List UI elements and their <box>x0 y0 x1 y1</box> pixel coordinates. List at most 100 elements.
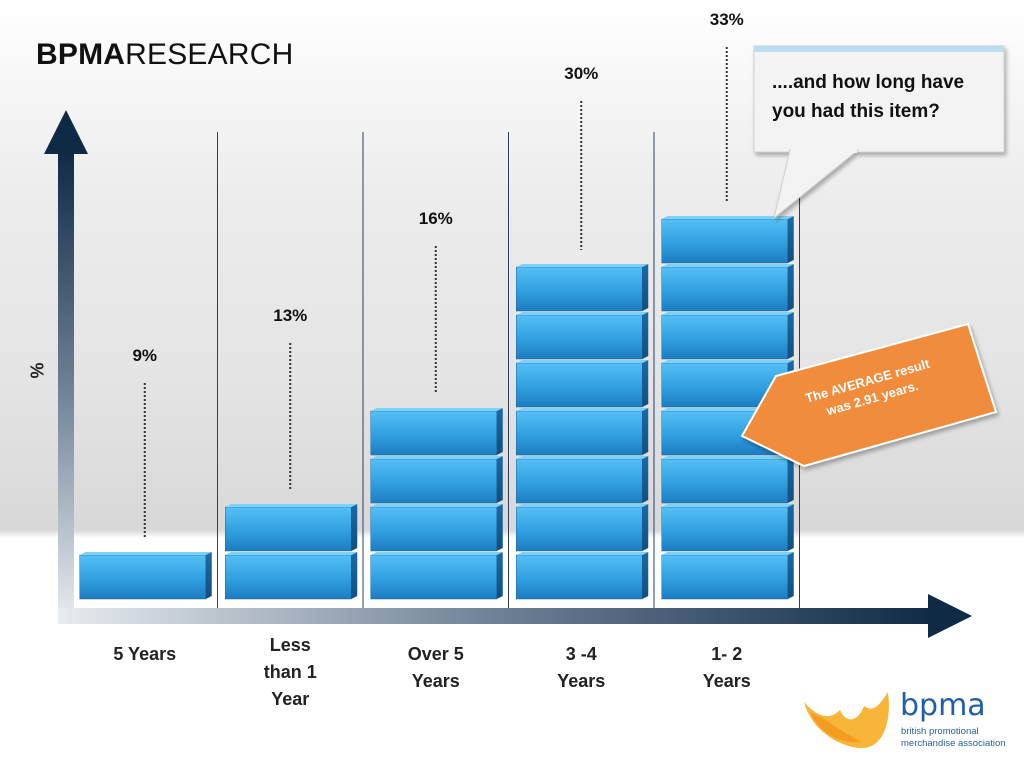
bar-block <box>79 554 206 600</box>
category-label-line: Over 5 <box>407 644 464 664</box>
title-rest: RESEARCH <box>125 38 294 71</box>
bar-block-top <box>661 216 794 219</box>
bar-block <box>370 458 497 504</box>
bar-block-top <box>370 504 503 507</box>
category-label-line: Years <box>411 671 460 691</box>
category-label-line: 1- 2 <box>711 644 743 664</box>
category-label: Less than 1 Year <box>230 632 350 713</box>
bar-block <box>516 314 643 360</box>
logo-subtitle-line2: merchandise association <box>901 738 1006 749</box>
bar-block-top <box>661 504 794 507</box>
value-label: 16% <box>419 209 453 228</box>
bar-block-top <box>516 360 649 363</box>
category-label-line: Year <box>271 689 310 709</box>
bar-block-top <box>516 264 649 267</box>
bar-block <box>516 554 643 600</box>
bar-block-top <box>661 360 794 363</box>
x-axis <box>58 608 938 624</box>
bar-block-top <box>225 504 358 507</box>
bar-2 <box>370 408 503 600</box>
bar-block-side <box>496 456 503 503</box>
value-label: 33% <box>710 10 744 29</box>
bar-block-top <box>370 552 503 555</box>
logo-subtitle-line1: british promotional <box>901 726 979 737</box>
y-axis-arrow <box>44 110 88 154</box>
bar-4 <box>661 216 794 600</box>
bar-block-side <box>787 504 794 551</box>
bar-block <box>661 314 788 360</box>
category-label-line: Less <box>269 635 311 655</box>
value-label: 9% <box>132 346 157 365</box>
bar-block <box>661 554 788 600</box>
category-label: Over 5 Years <box>376 641 496 695</box>
category-label: 3 -4 Years <box>521 641 641 695</box>
bar-block-side <box>642 552 649 599</box>
title-bold: BPMA <box>36 38 126 71</box>
bar-block-side <box>351 504 358 551</box>
bars-group <box>79 216 794 600</box>
category-label: 1- 2 Years <box>667 641 787 695</box>
bar-block-side <box>787 216 794 263</box>
x-axis-arrow <box>928 594 972 638</box>
bar-block-side <box>787 264 794 311</box>
page-title: BPMARESEARCH <box>36 38 293 72</box>
bar-block <box>661 506 788 552</box>
bar-block-top <box>370 456 503 459</box>
bar-block-top <box>661 312 794 315</box>
bar-block-top <box>661 264 794 267</box>
category-label-line: 3 -4 <box>565 644 597 664</box>
bar-block-side <box>642 312 649 359</box>
bar-block <box>661 218 788 264</box>
bar-block <box>370 554 497 600</box>
bar-block-top <box>516 504 649 507</box>
category-label-line: Years <box>702 671 751 691</box>
bar-block-side <box>642 504 649 551</box>
bpma-logo-icon <box>804 692 889 748</box>
grid-separators <box>217 132 800 608</box>
callout-text: ....and how long have you had this item? <box>772 72 965 122</box>
bar-block-side <box>642 360 649 407</box>
category-label-line: Years <box>557 671 606 691</box>
question-callout <box>753 45 1005 220</box>
bar-block <box>516 266 643 312</box>
bar-block <box>225 554 352 600</box>
category-label-line: than 1 <box>263 662 317 682</box>
bar-block-side <box>787 312 794 359</box>
bar-block <box>516 362 643 408</box>
bar-0 <box>79 552 212 600</box>
logo-subtitle: british promotional merchandise associat… <box>901 726 1021 750</box>
bar-block-top <box>661 456 794 459</box>
bar-block <box>516 410 643 456</box>
bar-block-side <box>496 408 503 455</box>
bar-block-side <box>496 552 503 599</box>
value-labels: 9% 13% 16% 30% 33% <box>132 10 743 365</box>
bar-block-side <box>787 456 794 503</box>
bar-block-top <box>79 552 212 555</box>
bar-1 <box>225 504 358 600</box>
bar-block-top <box>370 408 503 411</box>
y-axis-label: % <box>27 362 48 379</box>
bar-block-top <box>661 552 794 555</box>
value-label: 30% <box>564 64 598 83</box>
bar-block-side <box>351 552 358 599</box>
bar-block-top <box>516 312 649 315</box>
category-label: 5 Years <box>85 641 205 668</box>
bar-block-side <box>787 552 794 599</box>
bar-block-top <box>516 456 649 459</box>
y-axis <box>58 150 74 622</box>
average-note-arrow <box>740 322 998 468</box>
bar-block-side <box>496 504 503 551</box>
value-label: 13% <box>273 306 307 325</box>
logo-name: bpma <box>900 688 986 723</box>
bar-block-side <box>205 552 212 599</box>
bar-block <box>370 506 497 552</box>
bar-block <box>661 458 788 504</box>
bar-block-side <box>642 408 649 455</box>
bar-3 <box>516 264 649 600</box>
value-leaders <box>143 47 728 538</box>
bar-block <box>516 506 643 552</box>
bar-block-top <box>225 552 358 555</box>
bar-block <box>225 506 352 552</box>
bar-block <box>370 410 497 456</box>
